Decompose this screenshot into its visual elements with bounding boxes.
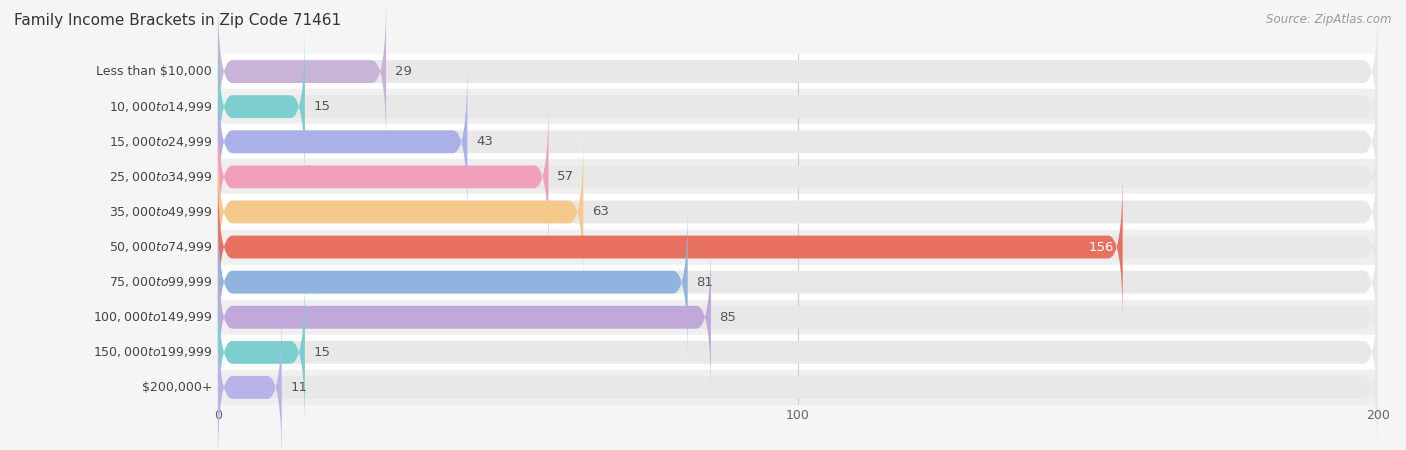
Text: 43: 43 — [477, 135, 494, 148]
Bar — [218, 124, 1378, 159]
Bar — [218, 370, 1378, 405]
FancyBboxPatch shape — [218, 241, 711, 394]
Text: $200,000+: $200,000+ — [142, 381, 212, 394]
Text: 15: 15 — [314, 100, 330, 113]
Bar — [218, 300, 1378, 335]
FancyBboxPatch shape — [218, 100, 548, 253]
Bar — [218, 265, 1378, 300]
Text: $10,000 to $14,999: $10,000 to $14,999 — [108, 99, 212, 114]
FancyBboxPatch shape — [218, 0, 387, 148]
FancyBboxPatch shape — [218, 171, 1123, 324]
Text: 85: 85 — [720, 311, 737, 324]
Text: 63: 63 — [592, 206, 609, 218]
Bar — [218, 194, 1378, 230]
FancyBboxPatch shape — [218, 100, 1378, 253]
Bar — [218, 335, 1378, 370]
FancyBboxPatch shape — [218, 65, 1378, 218]
FancyBboxPatch shape — [218, 311, 281, 450]
Bar — [218, 159, 1378, 194]
Text: $35,000 to $49,999: $35,000 to $49,999 — [108, 205, 212, 219]
Bar — [218, 230, 1378, 265]
Text: Source: ZipAtlas.com: Source: ZipAtlas.com — [1267, 14, 1392, 27]
FancyBboxPatch shape — [218, 135, 583, 288]
FancyBboxPatch shape — [218, 0, 1378, 148]
Text: 57: 57 — [557, 171, 574, 183]
Text: $15,000 to $24,999: $15,000 to $24,999 — [108, 135, 212, 149]
Text: $100,000 to $149,999: $100,000 to $149,999 — [93, 310, 212, 324]
Bar — [218, 89, 1378, 124]
FancyBboxPatch shape — [218, 241, 1378, 394]
FancyBboxPatch shape — [218, 171, 1378, 324]
Text: 15: 15 — [314, 346, 330, 359]
Text: $50,000 to $74,999: $50,000 to $74,999 — [108, 240, 212, 254]
Bar — [218, 54, 1378, 89]
FancyBboxPatch shape — [218, 135, 1378, 288]
FancyBboxPatch shape — [218, 276, 1378, 429]
FancyBboxPatch shape — [218, 311, 1378, 450]
Text: 81: 81 — [696, 276, 713, 288]
Text: Less than $10,000: Less than $10,000 — [97, 65, 212, 78]
Text: 156: 156 — [1088, 241, 1114, 253]
FancyBboxPatch shape — [218, 276, 305, 429]
Text: Family Income Brackets in Zip Code 71461: Family Income Brackets in Zip Code 71461 — [14, 14, 342, 28]
Text: $150,000 to $199,999: $150,000 to $199,999 — [93, 345, 212, 360]
FancyBboxPatch shape — [218, 65, 467, 218]
FancyBboxPatch shape — [218, 30, 305, 183]
Text: 29: 29 — [395, 65, 412, 78]
FancyBboxPatch shape — [218, 206, 688, 359]
Text: $25,000 to $34,999: $25,000 to $34,999 — [108, 170, 212, 184]
Text: $75,000 to $99,999: $75,000 to $99,999 — [108, 275, 212, 289]
Text: 11: 11 — [291, 381, 308, 394]
FancyBboxPatch shape — [218, 206, 1378, 359]
FancyBboxPatch shape — [218, 30, 1378, 183]
